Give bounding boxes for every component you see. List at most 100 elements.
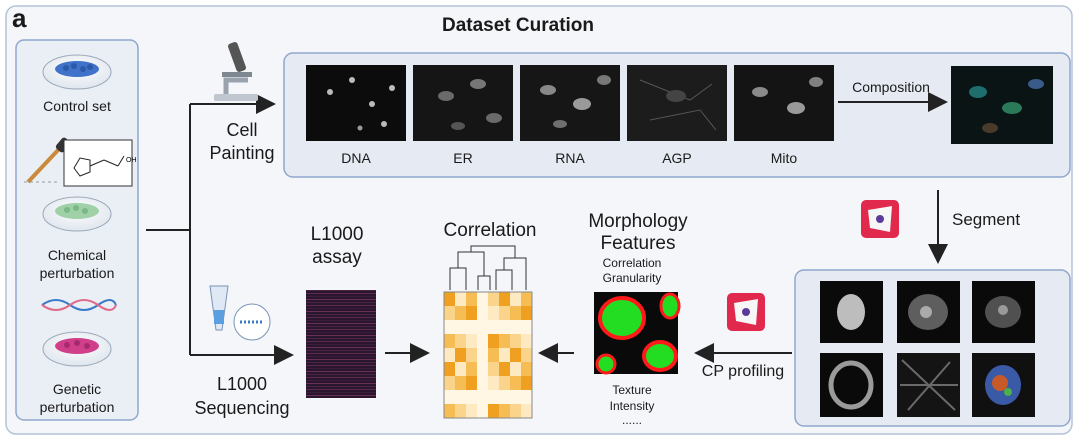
heatmap-cell — [455, 334, 466, 348]
heatmap-cell — [466, 362, 477, 376]
correlation-heatmap — [443, 291, 533, 419]
matrix-stripe — [306, 314, 376, 315]
feature-correlation: Correlation — [603, 256, 662, 270]
chemical-dish-icon — [42, 196, 112, 232]
l1000-assay-line1: L1000 — [311, 224, 364, 245]
matrix-stripe — [306, 344, 376, 345]
matrix-stripe — [306, 347, 376, 348]
channel-label-agp: AGP — [662, 150, 692, 166]
chemical-label-line2: perturbation — [40, 265, 115, 281]
control-dish-icon — [42, 54, 112, 90]
heatmap-cell — [510, 320, 521, 334]
matrix-stripe — [306, 365, 376, 366]
matrix-stripe — [306, 290, 376, 291]
heatmap-cell — [466, 320, 477, 334]
heatmap-cell — [466, 376, 477, 390]
heatmap-cell — [499, 362, 510, 376]
matrix-stripe — [306, 386, 376, 387]
matrix-stripe — [306, 362, 376, 363]
heatmap-cell — [521, 376, 532, 390]
heatmap-cell — [510, 404, 521, 418]
heatmap-cell — [455, 320, 466, 334]
panel-title: Dataset Curation — [442, 15, 594, 36]
matrix-stripe — [306, 335, 376, 336]
heatmap-cell — [488, 292, 499, 306]
control-set-label: Control set — [43, 98, 111, 114]
heatmap-cell — [488, 362, 499, 376]
heatmap-cell — [521, 306, 532, 320]
heatmap-cell — [455, 404, 466, 418]
chemical-label-line1: Chemical — [48, 247, 106, 263]
heatmap-cell — [510, 306, 521, 320]
matrix-stripe — [306, 326, 376, 327]
matrix-stripe — [306, 293, 376, 294]
svg-text:OH: OH — [126, 157, 137, 164]
heatmap-cell — [488, 390, 499, 404]
channel-image-rna — [520, 65, 620, 141]
heatmap-cell — [455, 306, 466, 320]
heatmap-cell — [499, 320, 510, 334]
matrix-stripe — [306, 317, 376, 318]
heatmap-cell — [521, 404, 532, 418]
heatmap-cell — [488, 404, 499, 418]
matrix-stripe — [306, 296, 376, 297]
heatmap-cell — [477, 348, 488, 362]
heatmap-cell — [510, 348, 521, 362]
heatmap-cell — [521, 334, 532, 348]
l1000-assay-line2: assay — [312, 247, 362, 268]
heatmap-cell — [499, 292, 510, 306]
channel-image-mito — [734, 65, 834, 141]
heatmap-cell — [521, 390, 532, 404]
matrix-stripe — [306, 302, 376, 303]
channel-label-mito: Mito — [771, 150, 798, 166]
heatmap-cell — [455, 348, 466, 362]
matrix-stripe — [306, 311, 376, 312]
heatmap-cell — [521, 348, 532, 362]
heatmap-cell — [477, 376, 488, 390]
heatmap-cell — [521, 292, 532, 306]
matrix-stripe — [306, 383, 376, 384]
matrix-stripe — [306, 338, 376, 339]
heatmap-cell — [455, 390, 466, 404]
matrix-stripe — [306, 320, 376, 321]
dna-icon — [41, 299, 117, 311]
channel-image-er — [413, 65, 513, 141]
sequencing-tube-icon — [209, 285, 271, 341]
matrix-stripe — [306, 368, 376, 369]
heatmap-cell — [499, 306, 510, 320]
l1000-sequencing-line1: L1000 — [217, 374, 267, 394]
morphology-title-line1: Morphology — [588, 211, 688, 232]
heatmap-cell — [510, 334, 521, 348]
matrix-stripe — [306, 341, 376, 342]
panel-letter: a — [12, 3, 27, 33]
heatmap-cell — [510, 390, 521, 404]
matrix-stripe — [306, 305, 376, 306]
composition-label: Composition — [852, 79, 930, 95]
l1000-expression-matrix — [306, 290, 376, 398]
heatmap-cell — [477, 334, 488, 348]
genetic-dish-icon — [42, 331, 112, 367]
cell-painting-line2: Painting — [209, 143, 274, 163]
heatmap-cell — [444, 390, 455, 404]
heatmap-cell — [466, 404, 477, 418]
feature-granularity: Granularity — [603, 271, 662, 285]
heatmap-cell — [488, 306, 499, 320]
heatmap-cell — [477, 404, 488, 418]
matrix-stripe — [306, 389, 376, 390]
heatmap-frame — [443, 291, 533, 419]
heatmap-cell — [444, 348, 455, 362]
matrix-stripe — [306, 353, 376, 354]
feature-texture: Texture — [612, 383, 652, 397]
matrix-stripe — [306, 356, 376, 357]
matrix-stripe — [306, 329, 376, 330]
matrix-stripe — [306, 380, 376, 381]
heatmap-cell — [444, 334, 455, 348]
matrix-stripe — [306, 392, 376, 393]
channel-label-dna: DNA — [341, 150, 371, 166]
heatmap-cell — [466, 292, 477, 306]
molecule-icon: OH — [63, 139, 137, 187]
heatmap-cell — [477, 292, 488, 306]
heatmap-cell — [521, 320, 532, 334]
